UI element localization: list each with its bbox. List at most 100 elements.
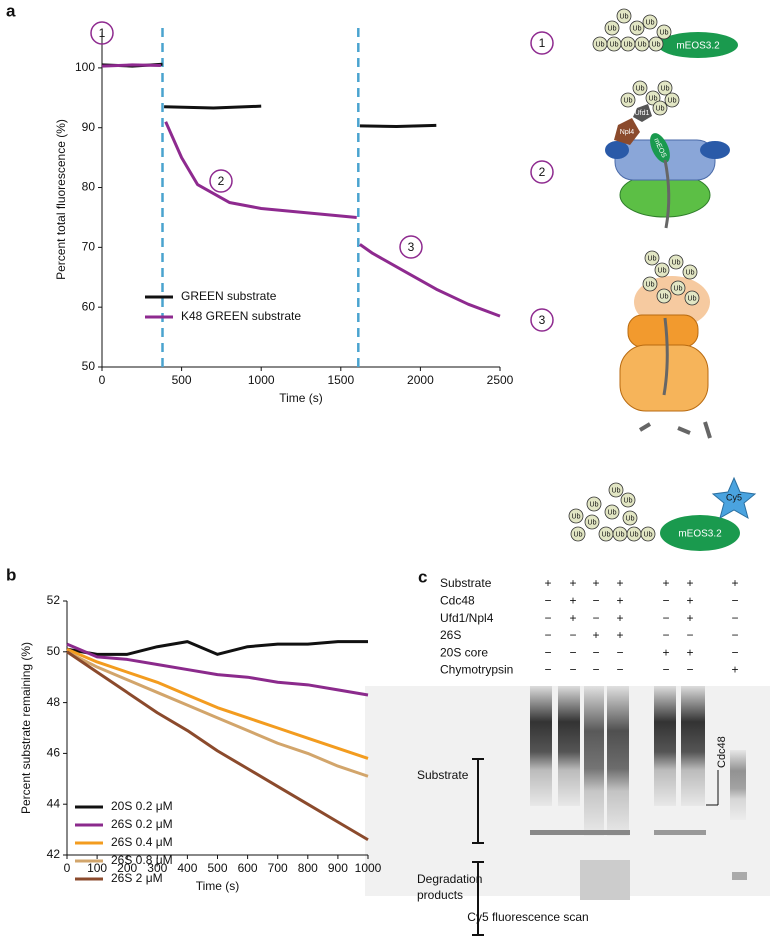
x-tick-label: 800 [298,861,318,875]
condition-value: − [544,628,551,642]
condition-label: 20S core [440,645,488,659]
ub-label: Ub [646,19,655,26]
x-tick-label: 400 [177,861,197,875]
condition-value: + [731,576,738,590]
condition-value: − [662,611,669,625]
step-1: 1 mEOS3.2 [530,31,738,58]
legend-label: GREEN substrate [181,289,277,303]
ub-label: Ub [674,285,683,292]
ub-label: Ub [612,487,621,494]
x-tick-label: 1500 [327,373,354,387]
meos-label: mEOS3.2 [676,41,720,52]
step-3: 3 [530,276,712,439]
series-line [66,650,369,842]
condition-value: − [731,611,738,625]
condition-value: + [686,593,693,607]
x-tick-label: 1000 [355,861,382,875]
ub-label: Ub [660,293,669,300]
ubiquitin [668,254,684,270]
ub-label: Ub [608,25,617,32]
condition-value: − [544,611,551,625]
substrate-cy5: mEOS3.2 Cy5 [660,476,757,551]
ub-label: Ub [660,29,669,36]
ub-label: Ub [624,97,633,104]
ub-label: Ub [648,255,657,262]
degradation-label: products [417,888,463,902]
ub-label: Ub [588,519,597,526]
condition-value: − [662,628,669,642]
ub-label: Ub [638,41,647,48]
condition-value: + [592,576,599,590]
ub-label: Ub [646,281,655,288]
condition-value: − [616,645,623,659]
ub-label: Ub [624,497,633,504]
ubiquitin [620,92,636,108]
condition-value: + [544,576,551,590]
y-axis-title: Percent substrate remaining (%) [19,642,33,814]
y-tick-label: 48 [47,695,61,709]
condition-label: 26S [440,628,461,642]
condition-value: + [569,611,576,625]
condition-value: − [544,645,551,659]
ubiquitin [670,280,686,296]
condition-value: − [731,645,738,659]
condition-value: + [616,611,623,625]
condition-value: + [569,576,576,590]
condition-value: − [544,593,551,607]
condition-value: − [686,663,693,677]
ub-label: Ub [630,531,639,538]
npl4-label: Npl4 [620,129,635,136]
y-tick-label: 52 [47,593,61,607]
x-tick-label: 700 [268,861,288,875]
ubiquitin [682,264,698,280]
y-tick-label: 90 [82,120,96,134]
condition-value: + [686,576,693,590]
condition-value: − [569,628,576,642]
ub-label: Ub [620,13,629,20]
ub-label: Ub [624,41,633,48]
y-tick-label: 46 [47,746,61,760]
legend-label: 26S 2 μM [111,871,163,885]
condition-value: + [616,628,623,642]
legend-label: 26S 0.8 μM [111,853,173,867]
step-label: 1 [539,36,546,50]
condition-label: Cdc48 [440,593,475,607]
condition-value: − [592,645,599,659]
ub-label: Ub [633,25,642,32]
ub-label: Ub [602,531,611,538]
condition-value: − [544,663,551,677]
x-tick-label: 500 [207,861,227,875]
x-axis-title: Time (s) [196,879,240,893]
ubiquitin [664,92,680,108]
ub-label: Ub [608,509,617,516]
x-tick-label: 200 [117,861,137,875]
degradation-label: Degradation [417,872,482,886]
condition-value: − [616,663,623,677]
series-line [164,121,357,219]
y-tick-label: 60 [82,299,96,313]
ubiquitin [656,24,672,40]
condition-value: + [569,593,576,607]
series-line [359,123,437,129]
ub-label: Ub [616,531,625,538]
diagram: 1 mEOS3.2 2 Npl4 Ufd1 mEOS 3 [530,8,757,551]
ubiquitin [642,14,658,30]
x-tick-label: 0 [99,373,106,387]
ub-label: Ub [661,85,670,92]
condition-value: + [686,645,693,659]
ub-label: Ub [686,269,695,276]
condition-value: + [686,611,693,625]
meos-label: mEOS3.2 [678,529,722,540]
x-tick-label: 100 [87,861,107,875]
ubiquitin [622,510,638,526]
ub-label: Ub [649,95,658,102]
condition-value: + [616,593,623,607]
x-tick-label: 2500 [487,373,514,387]
ubiquitin [684,290,700,306]
legend-label: 26S 0.2 μM [111,817,173,831]
condition-value: + [616,576,623,590]
panel-label: b [6,565,16,584]
condition-label: Chymotrypsin [440,663,513,677]
step-label: 3 [539,313,546,327]
ubiquitin [654,262,670,278]
